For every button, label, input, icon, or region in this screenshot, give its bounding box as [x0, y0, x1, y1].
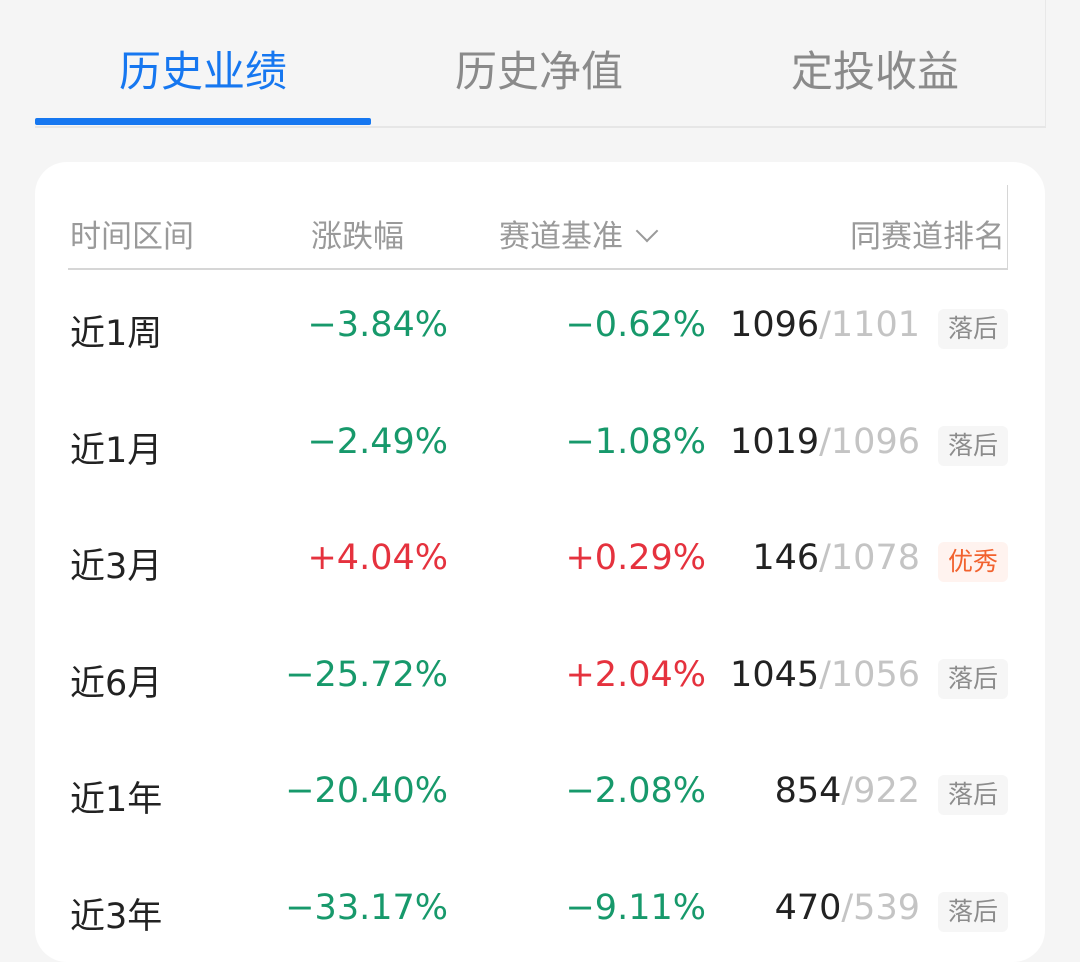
rank-position: 854 [774, 771, 842, 811]
period-label: 近1月 [70, 430, 163, 471]
performance-card: 时间区间 涨跌幅 赛道基准 同赛道排名 近1周 −3.84% −0.62% 1096/… [35, 162, 1045, 962]
header-benchmark: 赛道基准 [499, 219, 623, 255]
benchmark-value: −0.62% [565, 305, 706, 345]
change-value: −25.72% [285, 654, 448, 695]
change-value: −20.40% [285, 771, 448, 811]
benchmark-dropdown[interactable]: 赛道基准 [499, 211, 659, 256]
rank-total: /1056 [819, 654, 920, 695]
rank-total: /1078 [819, 538, 920, 578]
rank-badge: 落后 [938, 891, 1008, 932]
period-label: 近3年 [70, 896, 163, 937]
rank-total: /539 [841, 887, 920, 928]
rank-badge: 落后 [938, 658, 1008, 699]
table-row: 近6月 −25.72% +2.04% 1045/1056 落后 [68, 655, 1008, 715]
table-row: 近1月 −2.49% −1.08% 1019/1096 落后 [68, 422, 1008, 482]
rank-value: 470/539 [775, 888, 920, 928]
change-value: +4.04% [307, 538, 448, 578]
rank-value: 854/922 [775, 771, 920, 811]
period-label: 近1年 [70, 780, 163, 820]
table-header: 时间区间 涨跌幅 赛道基准 同赛道排名 [68, 185, 1008, 270]
rank-position: 470 [774, 887, 842, 928]
header-change: 涨跌幅 [311, 219, 404, 255]
rank-position: 1019 [730, 421, 820, 462]
tab-history-nav[interactable]: 历史净值 [454, 47, 623, 96]
rank-value: 1096/1101 [730, 305, 920, 345]
rank-badge: 落后 [938, 775, 1008, 815]
benchmark-value: +0.29% [565, 538, 706, 578]
rank-position: 1045 [730, 654, 820, 695]
header-period: 时间区间 [70, 219, 194, 255]
chevron-down-icon [635, 219, 659, 243]
table-row: 近1周 −3.84% −0.62% 1096/1101 落后 [68, 305, 1008, 365]
period-label: 近3月 [70, 547, 163, 587]
rank-value: 1045/1056 [730, 655, 920, 695]
rank-value: 146/1078 [752, 538, 920, 578]
benchmark-value: +2.04% [565, 654, 706, 695]
tab-history-performance[interactable]: 历史业绩 [118, 47, 287, 96]
active-tab-indicator [35, 118, 371, 125]
change-value: −2.49% [307, 421, 448, 462]
rank-badge: 落后 [938, 425, 1008, 466]
period-label: 近1周 [70, 314, 163, 354]
benchmark-value: −1.08% [565, 421, 706, 462]
header-rank: 同赛道排名 [850, 219, 1005, 255]
rank-position: 1096 [730, 305, 820, 345]
rank-value: 1019/1096 [730, 422, 920, 462]
rank-position: 146 [752, 538, 820, 578]
change-value: −3.84% [307, 305, 448, 345]
table-row: 近3月 +4.04% +0.29% 146/1078 优秀 [68, 538, 1008, 598]
rank-total: /1101 [819, 305, 920, 345]
table-row: 近1年 −20.40% −2.08% 854/922 落后 [68, 771, 1008, 831]
change-value: −33.17% [285, 887, 448, 928]
rank-badge: 优秀 [938, 542, 1008, 582]
rank-badge: 落后 [938, 309, 1008, 349]
rank-total: /922 [841, 771, 920, 811]
tab-sip-returns[interactable]: 定投收益 [790, 47, 959, 96]
benchmark-value: −9.11% [565, 887, 706, 928]
rank-total: /1096 [819, 421, 920, 462]
benchmark-value: −2.08% [565, 771, 706, 811]
period-label: 近6月 [70, 663, 163, 704]
tab-bar: 历史业绩 历史净值 定投收益 [35, 0, 1046, 128]
table-row: 近3年 −33.17% −9.11% 470/539 落后 [68, 888, 1008, 948]
